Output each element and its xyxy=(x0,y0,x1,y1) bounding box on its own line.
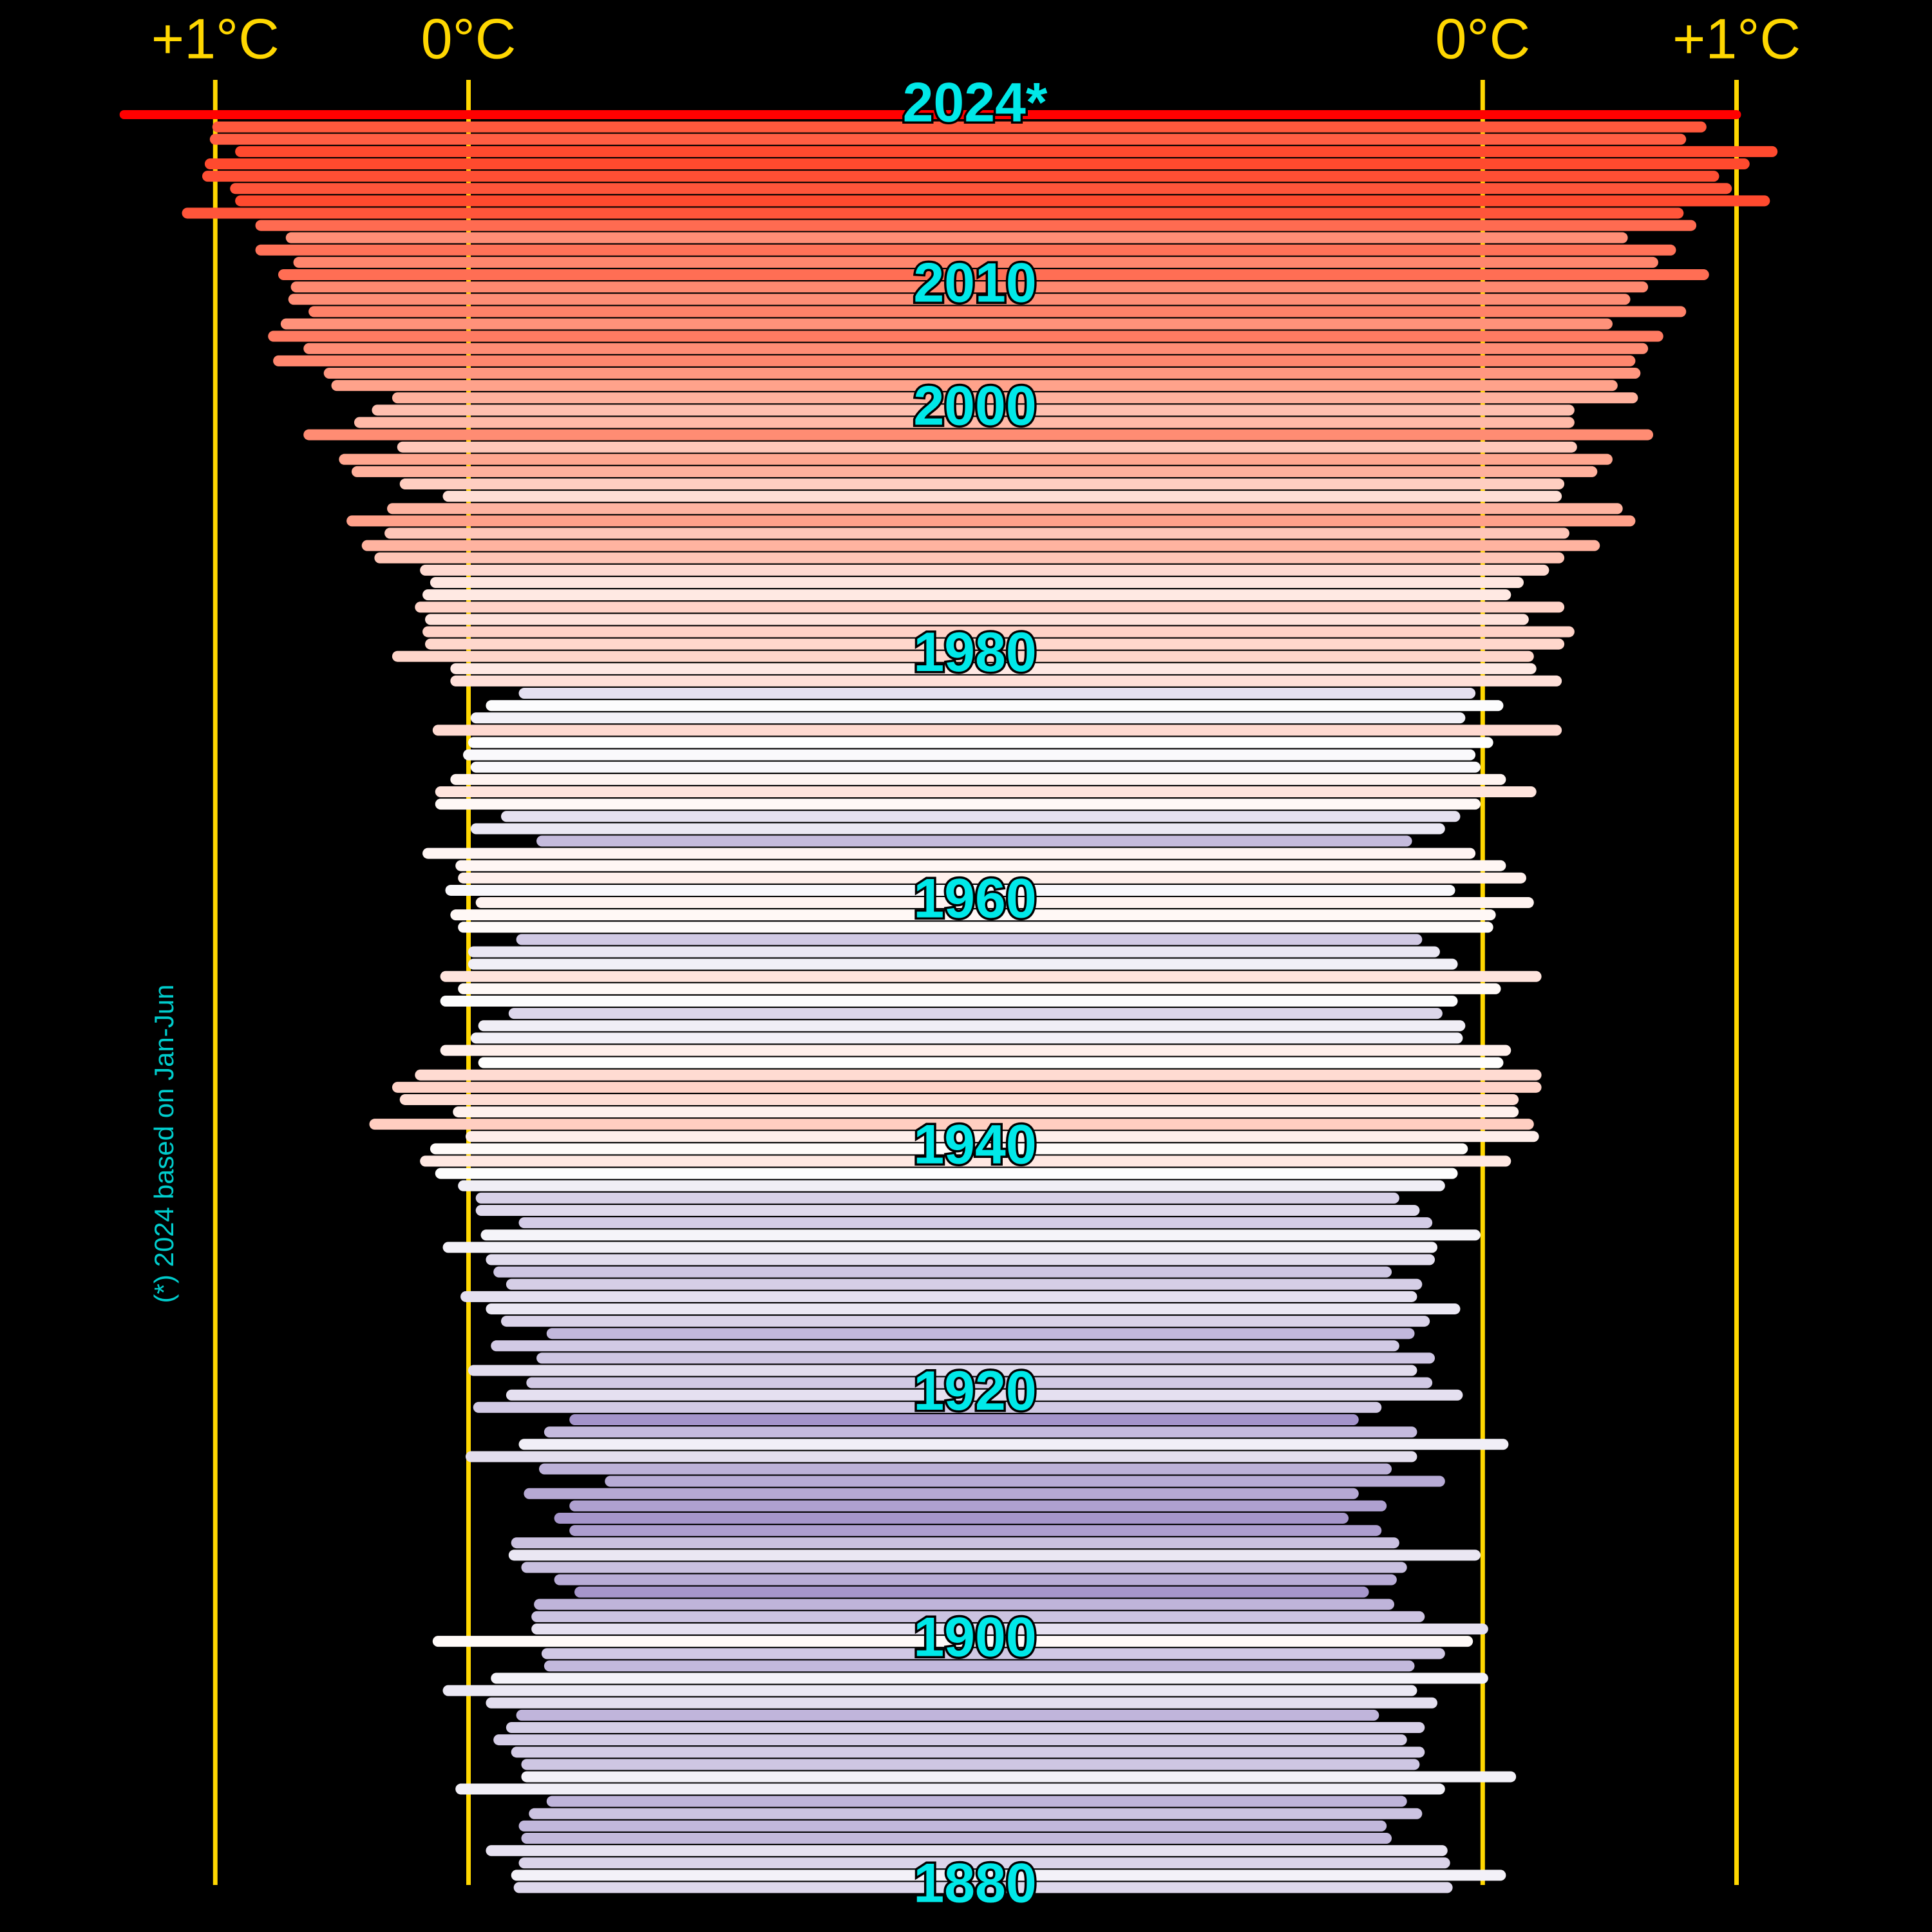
year-label: 1880 xyxy=(913,1853,1036,1915)
year-label: 1980 xyxy=(913,621,1036,683)
x-tick-label: +1°C xyxy=(151,6,279,70)
year-label: 2024* xyxy=(903,72,1048,134)
x-tick-label: 0°C xyxy=(421,6,516,70)
year-label: 1940 xyxy=(913,1114,1036,1176)
year-label: 1960 xyxy=(913,867,1036,929)
year-label: 1900 xyxy=(913,1606,1036,1668)
x-tick-label: 0°C xyxy=(1435,6,1530,70)
year-label: 1920 xyxy=(913,1360,1036,1422)
x-tick-label: +1°C xyxy=(1672,6,1801,70)
footnote: (*) 2024 based on Jan-Jun xyxy=(149,985,179,1303)
year-label: 2010 xyxy=(913,252,1036,314)
year-label: 2000 xyxy=(913,375,1036,437)
